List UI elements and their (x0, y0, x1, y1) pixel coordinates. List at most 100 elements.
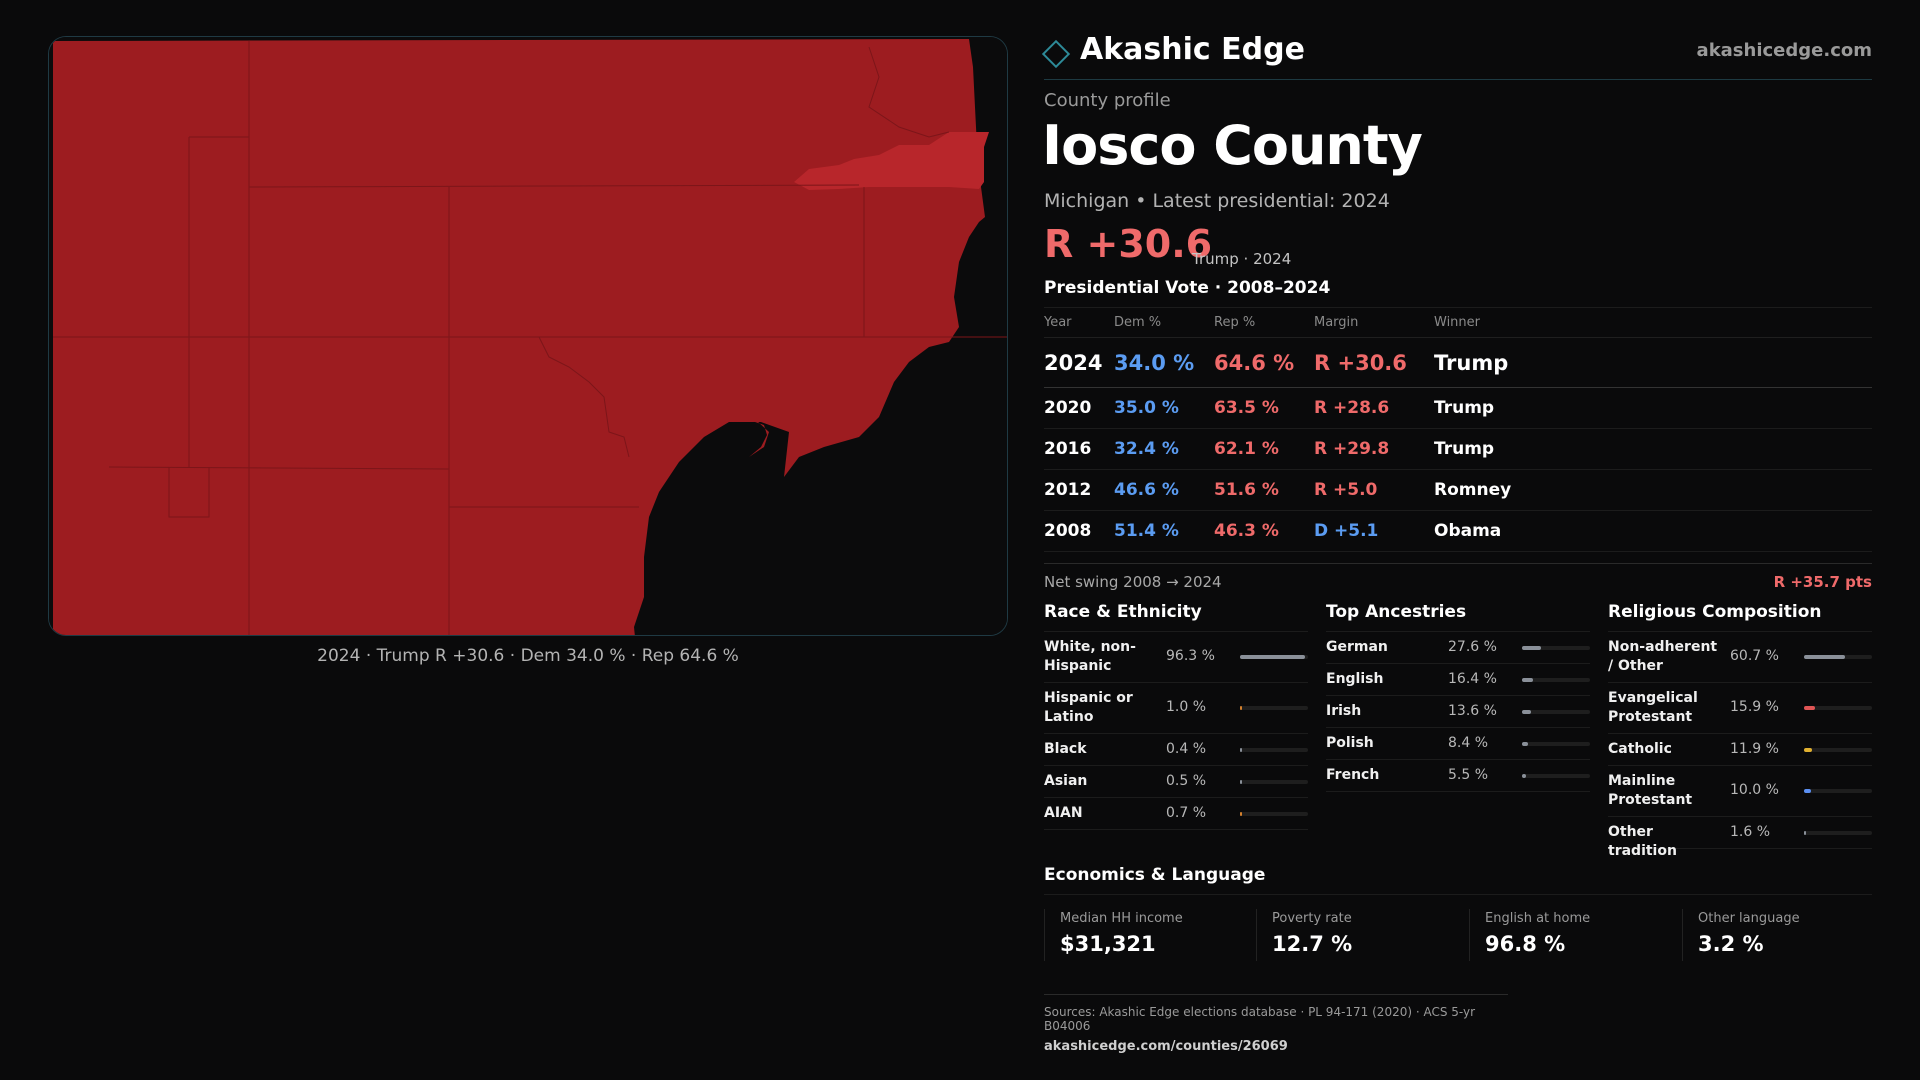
bar-track (1240, 812, 1308, 816)
county-map[interactable] (48, 36, 1008, 636)
row-margin: D +5.1 (1314, 510, 1434, 552)
bar-fill (1804, 748, 1812, 752)
bar-fill (1240, 748, 1242, 752)
list-item: English 16.4 % (1326, 664, 1590, 696)
bar-fill (1240, 812, 1242, 816)
header-year: Year (1044, 307, 1114, 338)
section-title: Top Ancestries (1326, 602, 1590, 632)
race-ethnicity-section: Race & Ethnicity White, non-Hispanic 96.… (1044, 602, 1308, 830)
oscoda-urban-area (794, 132, 989, 190)
item-value: 1.0 % (1166, 699, 1207, 715)
bar-track (1240, 655, 1308, 659)
bar-track (1522, 710, 1590, 714)
bar-fill (1804, 706, 1815, 710)
bar-fill (1522, 710, 1531, 714)
econ-label: Median HH income (1060, 911, 1183, 926)
county-subtitle: Michigan • Latest presidential: 2024 (1044, 190, 1390, 212)
bar-track (1522, 678, 1590, 682)
row-rep: 46.3 % (1214, 510, 1314, 552)
bar-fill (1522, 742, 1528, 746)
profile-kicker: County profile (1044, 90, 1171, 111)
list-item: AIAN 0.7 % (1044, 798, 1308, 830)
item-label: Mainline Protestant (1608, 773, 1693, 808)
bar-track (1804, 831, 1872, 835)
section-title: Religious Composition (1608, 602, 1872, 632)
item-value: 0.5 % (1166, 773, 1207, 789)
item-label: Irish (1326, 703, 1362, 719)
brand-name[interactable]: Akashic Edge (1080, 32, 1305, 67)
item-value: 5.5 % (1448, 767, 1489, 783)
list-item: Black 0.4 % (1044, 734, 1308, 766)
bar-fill (1522, 774, 1526, 778)
row-winner: Romney (1434, 469, 1872, 511)
econ-label: Poverty rate (1272, 911, 1352, 926)
religion-section: Religious Composition Non-adherent / Oth… (1608, 602, 1872, 859)
row-winner: Trump (1434, 428, 1872, 470)
county-permalink[interactable]: akashicedge.com/counties/26069 (1044, 1039, 1288, 1054)
brand-url-link[interactable]: akashicedge.com (1696, 40, 1872, 61)
row-year: 2012 (1044, 469, 1114, 511)
row-rep: 51.6 % (1214, 469, 1314, 511)
bar-fill (1240, 655, 1305, 659)
bar-track (1240, 780, 1308, 784)
bar-track (1240, 706, 1308, 710)
item-label: Evangelical Protestant (1608, 690, 1698, 725)
item-value: 96.3 % (1166, 648, 1215, 664)
item-label: Black (1044, 741, 1087, 757)
econ-value: $31,321 (1060, 932, 1156, 956)
econ-card-income: Median HH income $31,321 (1044, 909, 1244, 961)
bar-fill (1240, 706, 1242, 710)
row-dem: 34.0 % (1114, 337, 1214, 388)
brand-header: Akashic Edge akashicedge.com (1041, 30, 1872, 80)
header-rep: Rep % (1214, 307, 1314, 338)
row-year: 2024 (1044, 337, 1114, 388)
econ-label: English at home (1485, 911, 1591, 926)
county-map-svg (49, 37, 1007, 635)
bar-fill (1804, 655, 1845, 659)
row-year: 2020 (1044, 387, 1114, 429)
map-caption: 2024 · Trump R +30.6 · Dem 34.0 % · Rep … (317, 646, 739, 666)
presidential-vote-table: Year Dem % Rep % Margin Winner 2024 34.0… (1044, 307, 1872, 552)
sources-footer: Sources: Akashic Edge elections database… (1044, 994, 1508, 1054)
item-value: 13.6 % (1448, 703, 1497, 719)
item-label: English (1326, 671, 1384, 687)
bar-fill (1522, 646, 1541, 650)
table-row: 2012 46.6 % 51.6 % R +5.0 Romney (1044, 469, 1872, 511)
list-item: Hispanic or Latino 1.0 % (1044, 683, 1308, 734)
item-value: 60.7 % (1730, 648, 1779, 664)
econ-value: 12.7 % (1272, 932, 1353, 956)
row-margin: R +28.6 (1314, 387, 1434, 429)
item-label: Non-adherent / Other (1608, 639, 1718, 674)
row-margin: R +30.6 (1314, 337, 1434, 388)
list-item: Polish 8.4 % (1326, 728, 1590, 760)
net-swing-value: R +35.7 pts (1773, 573, 1872, 591)
economics-title: Economics & Language (1044, 865, 1266, 885)
econ-label: Other language (1698, 911, 1800, 926)
item-label: AIAN (1044, 805, 1083, 821)
list-item: Mainline Protestant 10.0 % (1608, 766, 1872, 817)
headline-margin: R +30.6 (1044, 222, 1213, 266)
net-swing-row: Net swing 2008 → 2024 R +35.7 pts (1044, 563, 1872, 599)
item-label: Asian (1044, 773, 1088, 789)
bar-fill (1240, 780, 1242, 784)
item-label: Hispanic or Latino (1044, 690, 1133, 725)
list-item: Non-adherent / Other 60.7 % (1608, 632, 1872, 683)
item-value: 15.9 % (1730, 699, 1779, 715)
vote-table-title: Presidential Vote · 2008–2024 (1044, 278, 1331, 298)
list-item: French 5.5 % (1326, 760, 1590, 792)
table-row: 2024 34.0 % 64.6 % R +30.6 Trump (1044, 337, 1872, 388)
row-winner: Obama (1434, 510, 1872, 552)
item-label: German (1326, 639, 1388, 655)
row-dem: 46.6 % (1114, 469, 1214, 511)
row-dem: 51.4 % (1114, 510, 1214, 552)
bar-track (1804, 706, 1872, 710)
bar-track (1522, 646, 1590, 650)
table-row: 2020 35.0 % 63.5 % R +28.6 Trump (1044, 387, 1872, 429)
economics-cards: Median HH income $31,321 Poverty rate 12… (1044, 894, 1872, 970)
item-label: Catholic (1608, 741, 1672, 757)
item-label: Other tradition (1608, 824, 1677, 859)
row-winner: Trump (1434, 387, 1872, 429)
item-value: 16.4 % (1448, 671, 1497, 687)
row-dem: 35.0 % (1114, 387, 1214, 429)
township-boundaries (53, 41, 1007, 635)
